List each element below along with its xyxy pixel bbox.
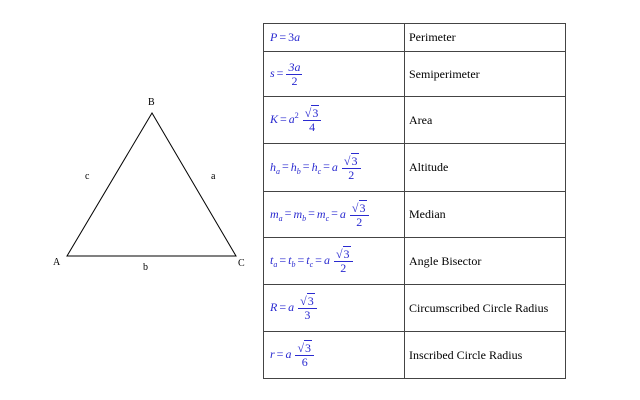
- formula-median: ma = mb = mc = a √3 2: [263, 191, 405, 238]
- table-row: P = 3a Perimeter: [263, 23, 566, 52]
- table-row: ta = tb = tc = a √3 2 Angle Bisector: [263, 237, 566, 285]
- formula-area: K = a2 √3 4: [263, 96, 405, 144]
- label-altitude: Altitude: [404, 143, 566, 192]
- table-row: ha = hb = hc = a √3 2 Altitude: [263, 143, 566, 192]
- table-row: K = a2 √3 4 Area: [263, 96, 566, 144]
- label-angle-bisector: Angle Bisector: [404, 237, 566, 285]
- formula-semiperimeter: s = 3a 2: [263, 51, 405, 97]
- label-circumradius: Circumscribed Circle Radius: [404, 284, 566, 332]
- side-label-b: b: [143, 262, 148, 273]
- table-row: R = a √3 3 Circumscribed Circle Radius: [263, 284, 566, 332]
- formula-inradius: r = a √3 6: [263, 331, 405, 379]
- label-semiperimeter: Semiperimeter: [404, 51, 566, 97]
- vertex-label-a: A: [53, 257, 61, 268]
- formula-perimeter: P = 3a: [263, 23, 405, 52]
- side-label-c: c: [85, 171, 90, 182]
- vertex-label-b: B: [148, 97, 155, 108]
- label-inradius: Inscribed Circle Radius: [404, 331, 566, 379]
- table-row: r = a √3 6 Inscribed Circle Radius: [263, 331, 566, 379]
- label-median: Median: [404, 191, 566, 238]
- label-area: Area: [404, 96, 566, 144]
- label-perimeter: Perimeter: [404, 23, 566, 52]
- formula-altitude: ha = hb = hc = a √3 2: [263, 143, 405, 192]
- vertex-label-c: C: [238, 258, 245, 269]
- formula-table: P = 3a Perimeter s = 3a 2 Semiperimeter K = a2 …: [263, 23, 566, 379]
- table-row: ma = mb = mc = a √3 2 Median: [263, 191, 566, 238]
- formula-angle-bisector: ta = tb = tc = a √3 2: [263, 237, 405, 285]
- triangle-shape: [66, 112, 237, 257]
- formula-circumradius: R = a √3 3: [263, 284, 405, 332]
- table-row: s = 3a 2 Semiperimeter: [263, 51, 566, 97]
- side-label-a: a: [211, 171, 216, 182]
